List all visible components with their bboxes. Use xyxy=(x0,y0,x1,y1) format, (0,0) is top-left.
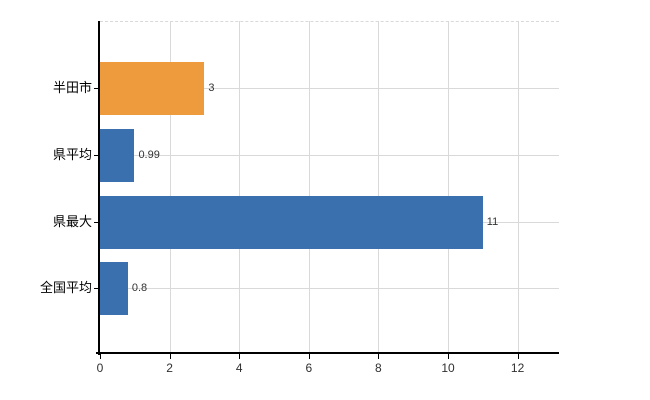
bar-value-label: 0.99 xyxy=(138,149,160,161)
bar-value-label: 0.8 xyxy=(131,282,148,294)
y-axis-tick xyxy=(94,88,100,89)
x-axis-tick xyxy=(169,354,171,359)
x-tick-label: 10 xyxy=(441,361,455,375)
bar-県最大 xyxy=(100,195,483,249)
vertical-gridline xyxy=(239,21,241,353)
plot-top-border xyxy=(100,21,559,22)
category-label-県最大: 県最大 xyxy=(52,214,92,229)
bar-value-label: 11 xyxy=(486,216,499,228)
x-axis-tick xyxy=(517,354,519,359)
bar-value-label: 3 xyxy=(208,82,215,94)
category-label-県平均: 県平均 xyxy=(52,147,92,162)
x-tick-label: 4 xyxy=(235,361,243,375)
vertical-gridline xyxy=(448,21,449,353)
x-axis-tick xyxy=(308,354,310,359)
vertical-gridline xyxy=(517,21,519,353)
horizontal-gridline xyxy=(100,155,559,156)
bar-県平均 xyxy=(100,128,135,182)
x-axis-tick xyxy=(100,354,101,359)
y-axis-line xyxy=(98,21,100,355)
bar-半田市 xyxy=(100,61,205,115)
x-axis-line xyxy=(96,352,559,354)
x-axis-tick xyxy=(239,354,241,359)
vertical-gridline xyxy=(378,21,380,353)
horizontal-gridline xyxy=(100,88,559,89)
vertical-gridline xyxy=(308,21,310,353)
horizontal-gridline xyxy=(100,288,559,289)
bar-全国平均 xyxy=(100,261,128,315)
x-tick-label: 8 xyxy=(375,361,382,375)
y-axis-tick xyxy=(94,222,100,223)
vertical-gridline xyxy=(169,21,171,353)
x-axis-tick xyxy=(448,354,449,359)
x-tick-label: 12 xyxy=(510,361,525,375)
category-label-半田市: 半田市 xyxy=(52,80,92,95)
y-axis-tick xyxy=(94,288,100,289)
y-axis-tick xyxy=(94,155,100,156)
x-axis-tick xyxy=(378,354,380,359)
x-tick-label: 0 xyxy=(96,361,104,375)
category-label-全国平均: 全国平均 xyxy=(39,280,92,295)
x-tick-label: 6 xyxy=(305,361,313,375)
x-tick-label: 2 xyxy=(166,361,173,375)
